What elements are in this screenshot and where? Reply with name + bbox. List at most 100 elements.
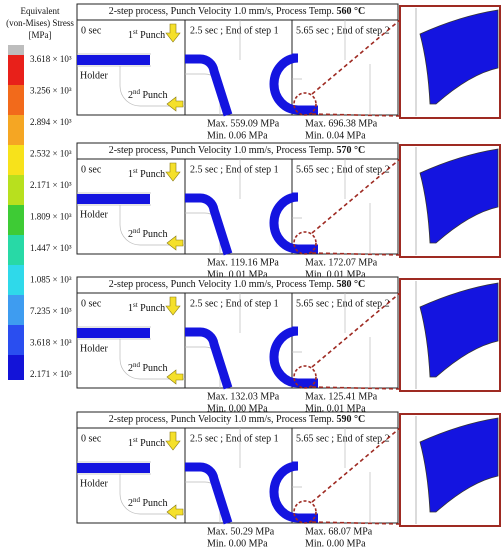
title-temp: 570 °C	[337, 145, 366, 156]
sheet	[269, 461, 318, 523]
stat-label: Min. 0.01 MPa	[305, 403, 366, 414]
time-label: 0 sec	[81, 164, 102, 175]
word: Punch	[138, 438, 166, 449]
stat-label: Min. 0.00 MPa	[305, 538, 366, 549]
ord: 2	[128, 229, 133, 240]
legend-label: 1.809 × 10³	[30, 212, 72, 222]
punch-label: 1st Punch	[128, 436, 165, 450]
sheet	[77, 194, 150, 204]
punch-label: 2nd Punch	[128, 361, 168, 375]
punch-label: 1st Punch	[128, 167, 165, 181]
time-label: 0 sec	[81, 433, 102, 444]
outline	[292, 293, 371, 388]
legend-label: 2.532 × 10³	[30, 149, 72, 159]
stat-label: Min. 0.01 MPa	[207, 269, 268, 280]
title-text: 2-step process, Punch Velocity 1.0 mm/s,…	[109, 145, 337, 156]
time-label: 0 sec	[81, 298, 102, 309]
stat-label: Min. 0.00 MPa	[207, 538, 268, 549]
stat-label: Min. 0.01 MPa	[305, 269, 366, 280]
sheet	[185, 193, 233, 256]
legend-label: 1.447 × 10³	[30, 243, 72, 253]
sup: st	[133, 167, 138, 175]
punch-label: 1st Punch	[128, 28, 165, 42]
ord: 2	[128, 90, 133, 101]
zoom-leader	[311, 158, 401, 256]
time-label: 2.5 sec ; End of step 1	[190, 164, 279, 175]
sheet	[77, 463, 150, 473]
zoom-sheet	[419, 282, 499, 378]
outline	[77, 461, 185, 515]
zoom-marker	[293, 231, 317, 255]
word: Punch	[138, 303, 166, 314]
sheet	[185, 462, 233, 525]
word: Punch	[140, 229, 168, 240]
zoom-marker	[293, 92, 317, 116]
stat-label: Max. 132.03 MPa	[207, 391, 280, 402]
legend-title: (von-Mises) Stress	[6, 18, 74, 28]
outline	[292, 20, 371, 115]
sheet	[77, 328, 150, 338]
outline	[292, 159, 371, 254]
panel: 2-step process, Punch Velocity 1.0 mm/s,…	[76, 411, 501, 549]
outline	[292, 428, 371, 523]
sheet	[185, 327, 233, 390]
title-text: 2-step process, Punch Velocity 1.0 mm/s,…	[109, 414, 337, 425]
sup: st	[133, 436, 138, 444]
sup: nd	[133, 227, 141, 235]
outline	[77, 326, 185, 380]
legend-label: 3.618 × 10³	[30, 338, 72, 348]
time-label: 2.5 sec ; End of step 1	[190, 25, 279, 36]
panel: 2-step process, Punch Velocity 1.0 mm/s,…	[76, 276, 501, 414]
panel-title: 2-step process, Punch Velocity 1.0 mm/s,…	[109, 279, 366, 290]
ord: 1	[128, 169, 133, 180]
legend-title: [MPa]	[29, 30, 52, 40]
ord: 1	[128, 30, 133, 41]
zoom-leader	[311, 427, 401, 525]
legend-label: 2.171 × 10³	[30, 369, 72, 379]
panel: 2-step process, Punch Velocity 1.0 mm/s,…	[76, 142, 501, 280]
time-label: 2.5 sec ; End of step 1	[190, 433, 279, 444]
sup: st	[133, 28, 138, 36]
panel-title: 2-step process, Punch Velocity 1.0 mm/s,…	[109, 6, 366, 17]
zoom-sheet	[419, 417, 499, 513]
legend-label: 3.256 × 10³	[30, 86, 72, 96]
time-label: 5.65 sec ; End of step 2	[296, 25, 390, 36]
punch-label: 2nd Punch	[128, 496, 168, 510]
holder-label: Holder	[80, 343, 108, 354]
stat-label: Max. 125.41 MPa	[305, 391, 378, 402]
stat-label: Max. 172.07 MPa	[305, 257, 378, 268]
sup: nd	[133, 88, 141, 96]
word: Punch	[140, 498, 168, 509]
punch-label: 2nd Punch	[128, 88, 168, 102]
legend-label: 7.235 × 10³	[30, 306, 72, 316]
arrow-down	[165, 23, 181, 43]
arrow-left	[166, 504, 184, 520]
legend-label: 2.894 × 10³	[30, 117, 72, 127]
stat-label: Min. 0.04 MPa	[305, 130, 366, 141]
arrow-down	[165, 431, 181, 451]
ord: 1	[128, 303, 133, 314]
ord: 2	[128, 498, 133, 509]
stat-label: Max. 559.09 MPa	[207, 118, 280, 129]
zoom-sheet	[419, 9, 499, 105]
time-label: 5.65 sec ; End of step 2	[296, 298, 390, 309]
zoom-marker	[293, 500, 317, 524]
arrow-left	[166, 369, 184, 385]
panel-title: 2-step process, Punch Velocity 1.0 mm/s,…	[109, 145, 366, 156]
stat-label: Min. 0.00 MPa	[207, 403, 268, 414]
sheet	[269, 326, 318, 388]
title-temp: 560 °C	[337, 6, 366, 17]
ord: 1	[128, 438, 133, 449]
legend-label: 1.085 × 10³	[30, 275, 72, 285]
time-label: 2.5 sec ; End of step 1	[190, 298, 279, 309]
sheet	[77, 55, 150, 65]
word: Punch	[138, 30, 166, 41]
legend-label: 3.618 × 10³	[30, 54, 72, 64]
arrow-down	[165, 296, 181, 316]
holder-label: Holder	[80, 478, 108, 489]
word: Punch	[140, 363, 168, 374]
outline	[77, 192, 185, 246]
sheet	[269, 192, 318, 254]
arrow-down	[165, 162, 181, 182]
